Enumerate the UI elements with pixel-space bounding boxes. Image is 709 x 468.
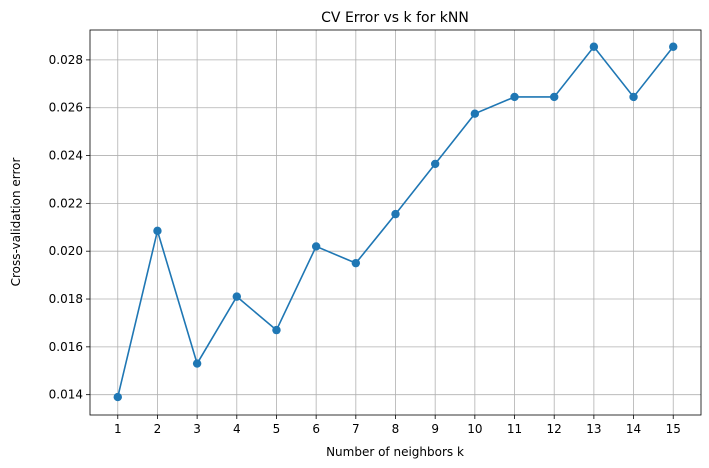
x-tick-label: 2 (154, 422, 162, 436)
data-point-k11 (510, 92, 519, 102)
data-point-k6 (311, 242, 321, 251)
data-point-k15 (669, 42, 678, 51)
data-point-k14 (629, 92, 638, 102)
data-point-k3 (192, 359, 202, 368)
data-point-k13 (589, 42, 599, 51)
x-axis-ticks: 1 2 3 4 5 6 7 8 9 10 11 12 13 14 15 (114, 415, 681, 436)
data-point-k2 (153, 226, 162, 236)
data-point-k4 (232, 292, 241, 301)
chart-title: CV Error vs k for kNN (321, 10, 469, 26)
y-tick-label: 0.022 (49, 196, 83, 210)
y-axis-label: Cross-validation error (9, 158, 23, 287)
x-tick-label: 12 (547, 422, 562, 436)
y-tick-label: 0.020 (49, 244, 83, 258)
series-layer (113, 42, 678, 402)
x-tick-label: 9 (431, 422, 439, 436)
grid-layer (90, 30, 701, 415)
y-tick-label: 0.016 (49, 340, 83, 354)
x-axis-label: Number of neighbors k (326, 445, 464, 459)
data-point-k8 (391, 209, 400, 219)
y-tick-label: 0.026 (49, 101, 83, 115)
data-point-k1 (113, 392, 122, 402)
x-tick-label: 1 (114, 422, 122, 436)
x-tick-label: 3 (193, 422, 201, 436)
y-axis-ticks: 0.014 0.016 0.018 0.020 0.022 0.024 0.026 0.028 (49, 53, 90, 402)
x-tick-label: 14 (626, 422, 641, 436)
data-point-k12 (550, 92, 559, 102)
data-point-k10 (470, 109, 480, 118)
y-tick-label: 0.024 (49, 149, 83, 163)
x-tick-label: 11 (507, 422, 522, 436)
data-point-k5 (272, 325, 281, 335)
y-tick-label: 0.014 (49, 388, 83, 402)
x-tick-label: 13 (586, 422, 601, 436)
x-tick-label: 4 (233, 422, 241, 436)
x-tick-label: 7 (352, 422, 360, 436)
x-tick-label: 15 (666, 422, 681, 436)
y-tick-label: 0.028 (49, 53, 83, 67)
y-tick-label: 0.018 (49, 292, 83, 306)
x-tick-label: 10 (467, 422, 482, 436)
x-tick-label: 8 (392, 422, 400, 436)
data-point-k9 (430, 159, 440, 169)
data-point-k7 (351, 258, 361, 268)
x-tick-label: 6 (312, 422, 320, 436)
x-tick-label: 5 (273, 422, 281, 436)
